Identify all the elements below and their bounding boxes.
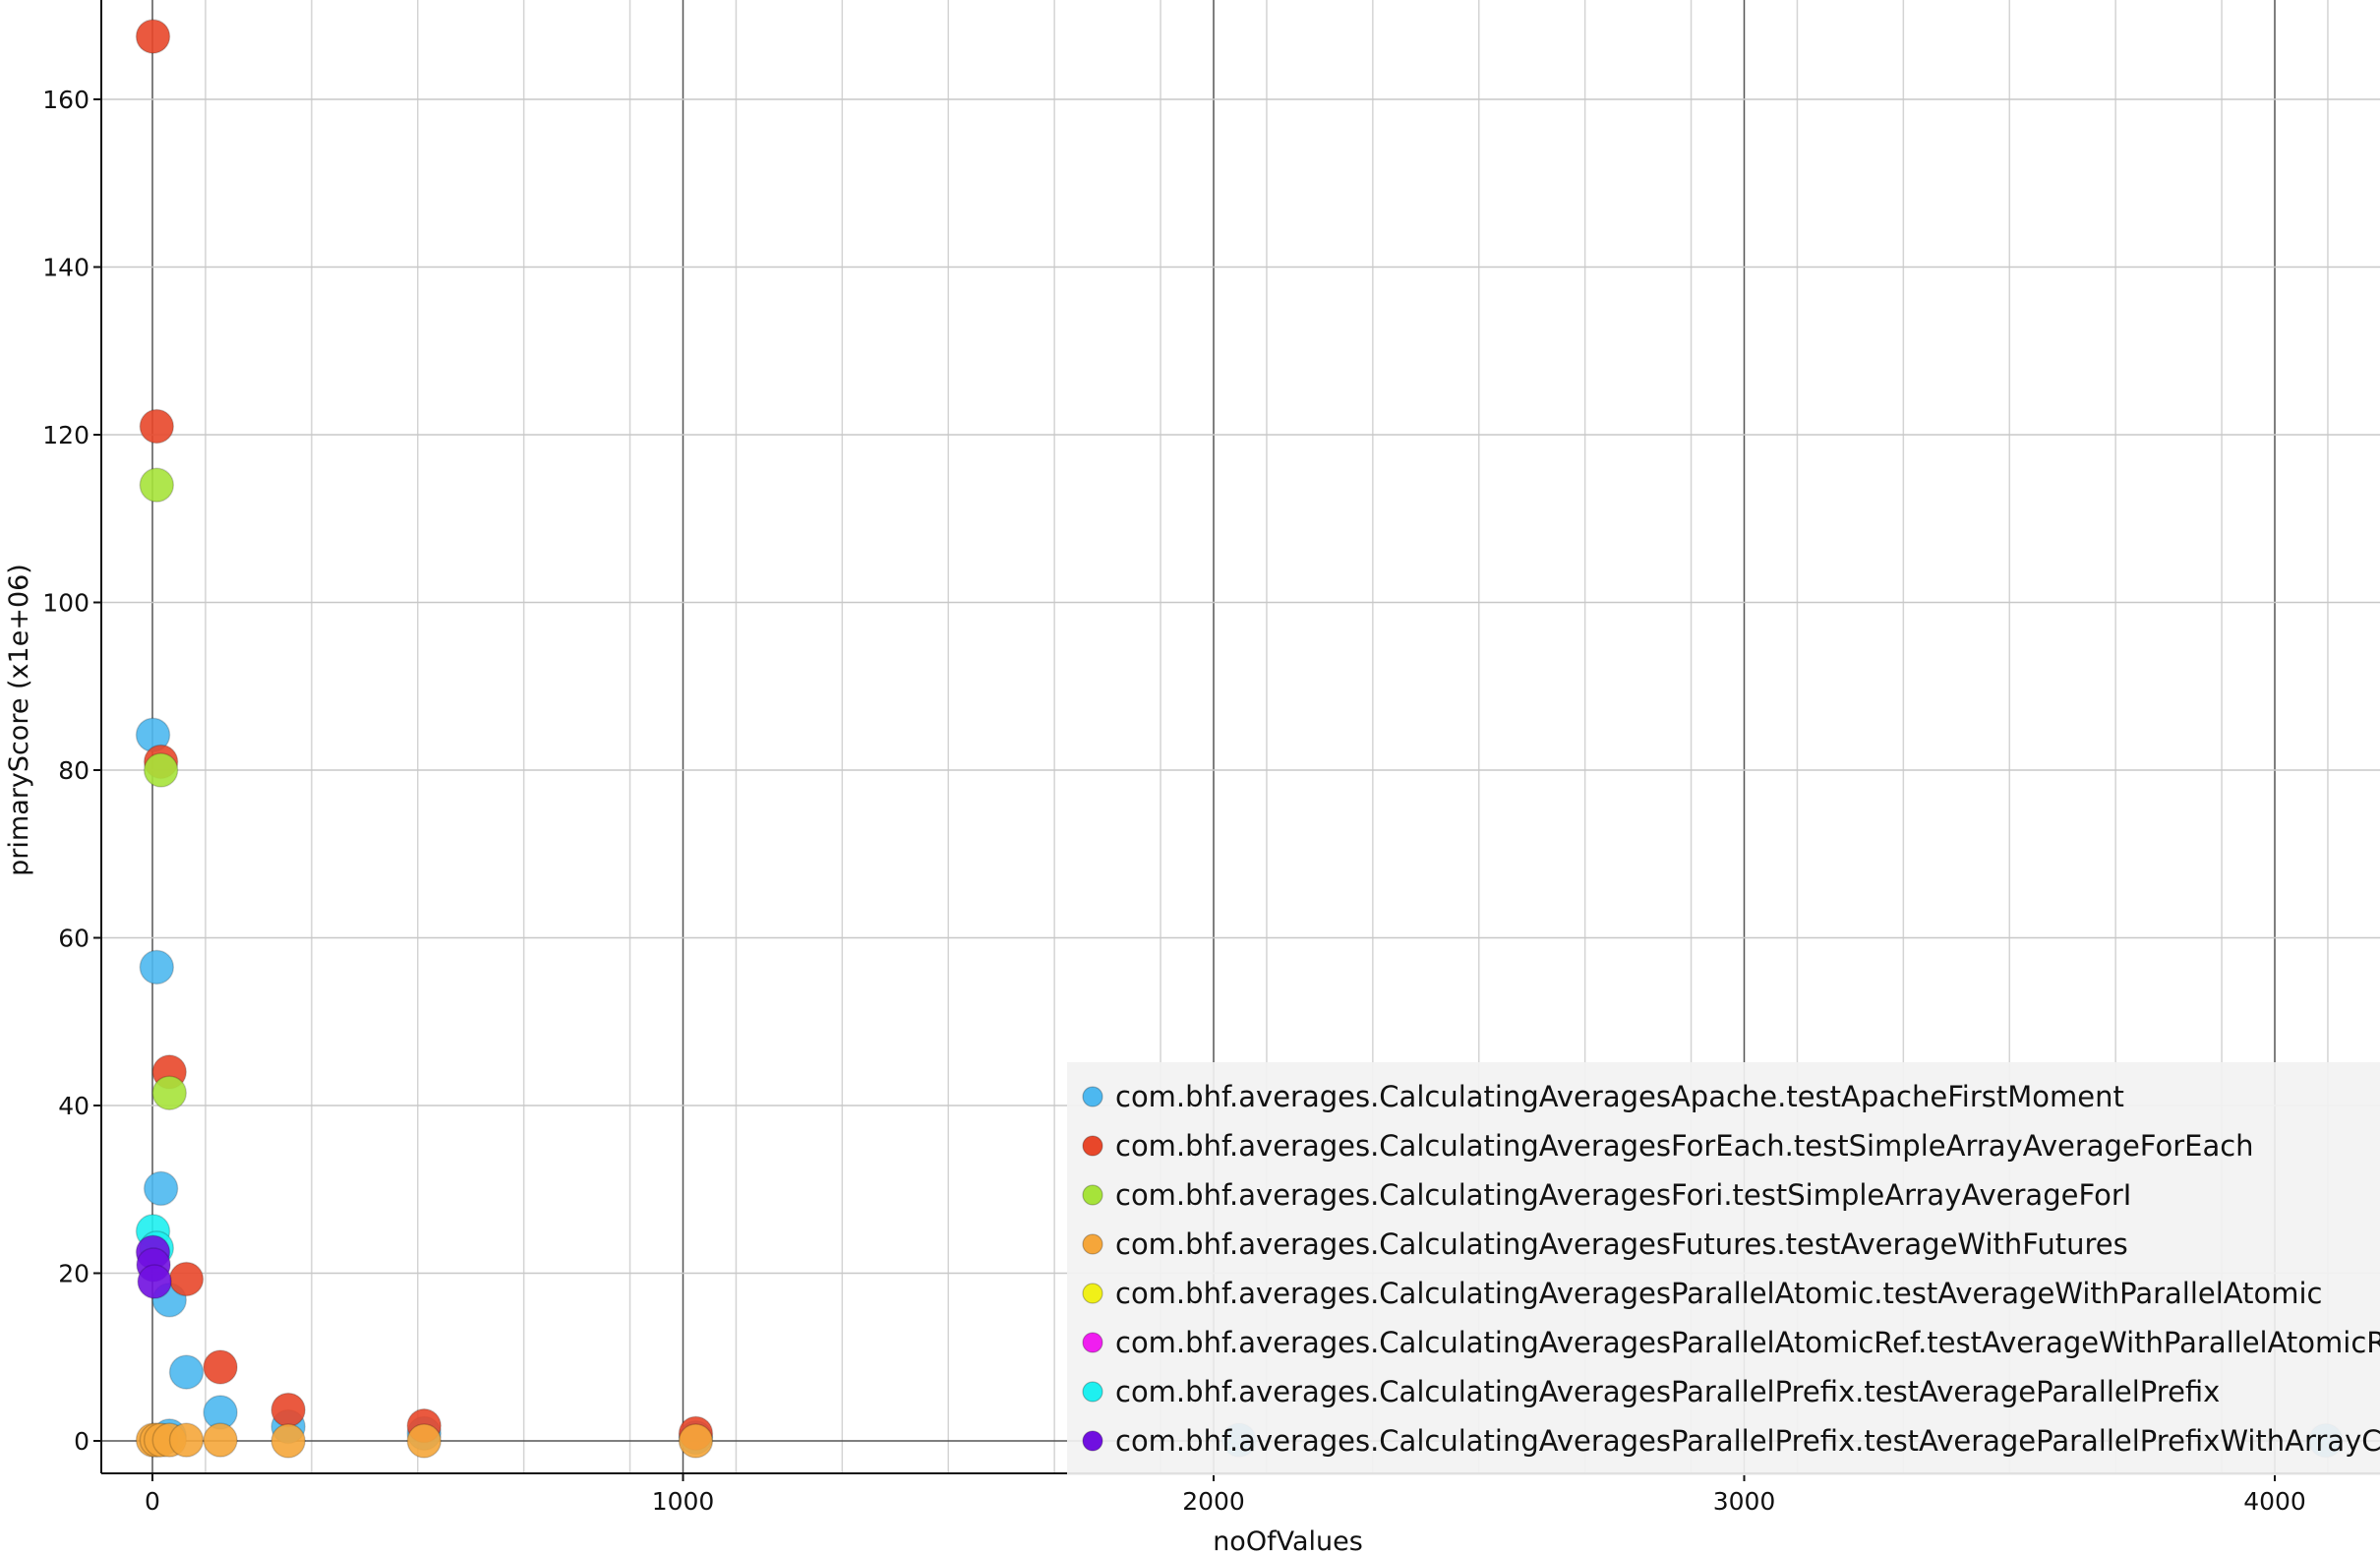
y-tick-label: 160 <box>42 86 89 114</box>
data-points <box>135 19 2344 1459</box>
data-point <box>168 1354 205 1390</box>
y-tick-label: 60 <box>58 925 89 953</box>
legend-label: com.bhf.averages.CalculatingAveragesApac… <box>1115 1080 2124 1113</box>
x-tick-label: 4000 <box>2243 1487 2306 1516</box>
data-point <box>139 408 175 445</box>
legend-marker <box>1082 1233 1103 1255</box>
legend-label: com.bhf.averages.CalculatingAveragesPara… <box>1115 1375 2220 1408</box>
data-point <box>151 1075 188 1110</box>
data-point <box>168 1422 205 1458</box>
series-3 <box>135 1422 714 1459</box>
data-point <box>143 1170 179 1207</box>
data-point <box>203 1422 238 1458</box>
legend-marker <box>1082 1283 1103 1304</box>
data-point <box>406 1423 442 1459</box>
y-tick-label: 140 <box>42 254 89 282</box>
legend-marker <box>1082 1184 1103 1206</box>
legend-marker <box>1082 1332 1103 1353</box>
legend-marker <box>1082 1381 1103 1403</box>
data-point <box>168 1261 205 1297</box>
data-point <box>678 1423 714 1459</box>
y-tick-label: 80 <box>58 756 89 785</box>
x-tick-label: 2000 <box>1182 1487 1245 1516</box>
data-point <box>143 752 179 788</box>
data-point <box>139 949 175 986</box>
y-tick-label: 40 <box>58 1092 89 1120</box>
legend-label: com.bhf.averages.CalculatingAveragesForE… <box>1115 1129 2254 1163</box>
data-point <box>139 467 175 503</box>
legend-box <box>1067 1062 2380 1475</box>
legend-marker <box>1082 1086 1103 1107</box>
legend-label: com.bhf.averages.CalculatingAveragesFutu… <box>1115 1227 2128 1261</box>
data-point <box>203 1349 238 1385</box>
legend-label: com.bhf.averages.CalculatingAveragesPara… <box>1115 1326 2380 1359</box>
legend-marker <box>1082 1430 1103 1452</box>
legend-label: com.bhf.averages.CalculatingAveragesFori… <box>1115 1178 2131 1212</box>
y-tick-label: 0 <box>74 1427 89 1456</box>
legend-marker <box>1082 1135 1103 1157</box>
series-2 <box>139 467 188 1110</box>
x-axis-title: noOfValues <box>1213 1526 1363 1554</box>
legend-label: com.bhf.averages.CalculatingAveragesPara… <box>1115 1424 2380 1458</box>
x-tick-label: 1000 <box>652 1487 715 1516</box>
series-7 <box>135 1234 172 1299</box>
y-tick-label: 120 <box>42 421 89 449</box>
legend-label: com.bhf.averages.CalculatingAveragesPara… <box>1115 1277 2323 1310</box>
x-tick-label: 3000 <box>1713 1487 1776 1516</box>
data-point <box>270 1423 306 1459</box>
series-1 <box>135 19 714 1452</box>
y-tick-label: 100 <box>42 589 89 618</box>
y-tick-label: 20 <box>58 1260 89 1288</box>
data-point <box>135 19 171 54</box>
data-point <box>137 1264 172 1299</box>
x-tick-label: 0 <box>145 1487 160 1516</box>
data-point <box>270 1392 306 1428</box>
y-axis-title: primaryScore (x1e+06) <box>4 564 34 876</box>
legend: com.bhf.averages.CalculatingAveragesApac… <box>1067 1062 2380 1475</box>
